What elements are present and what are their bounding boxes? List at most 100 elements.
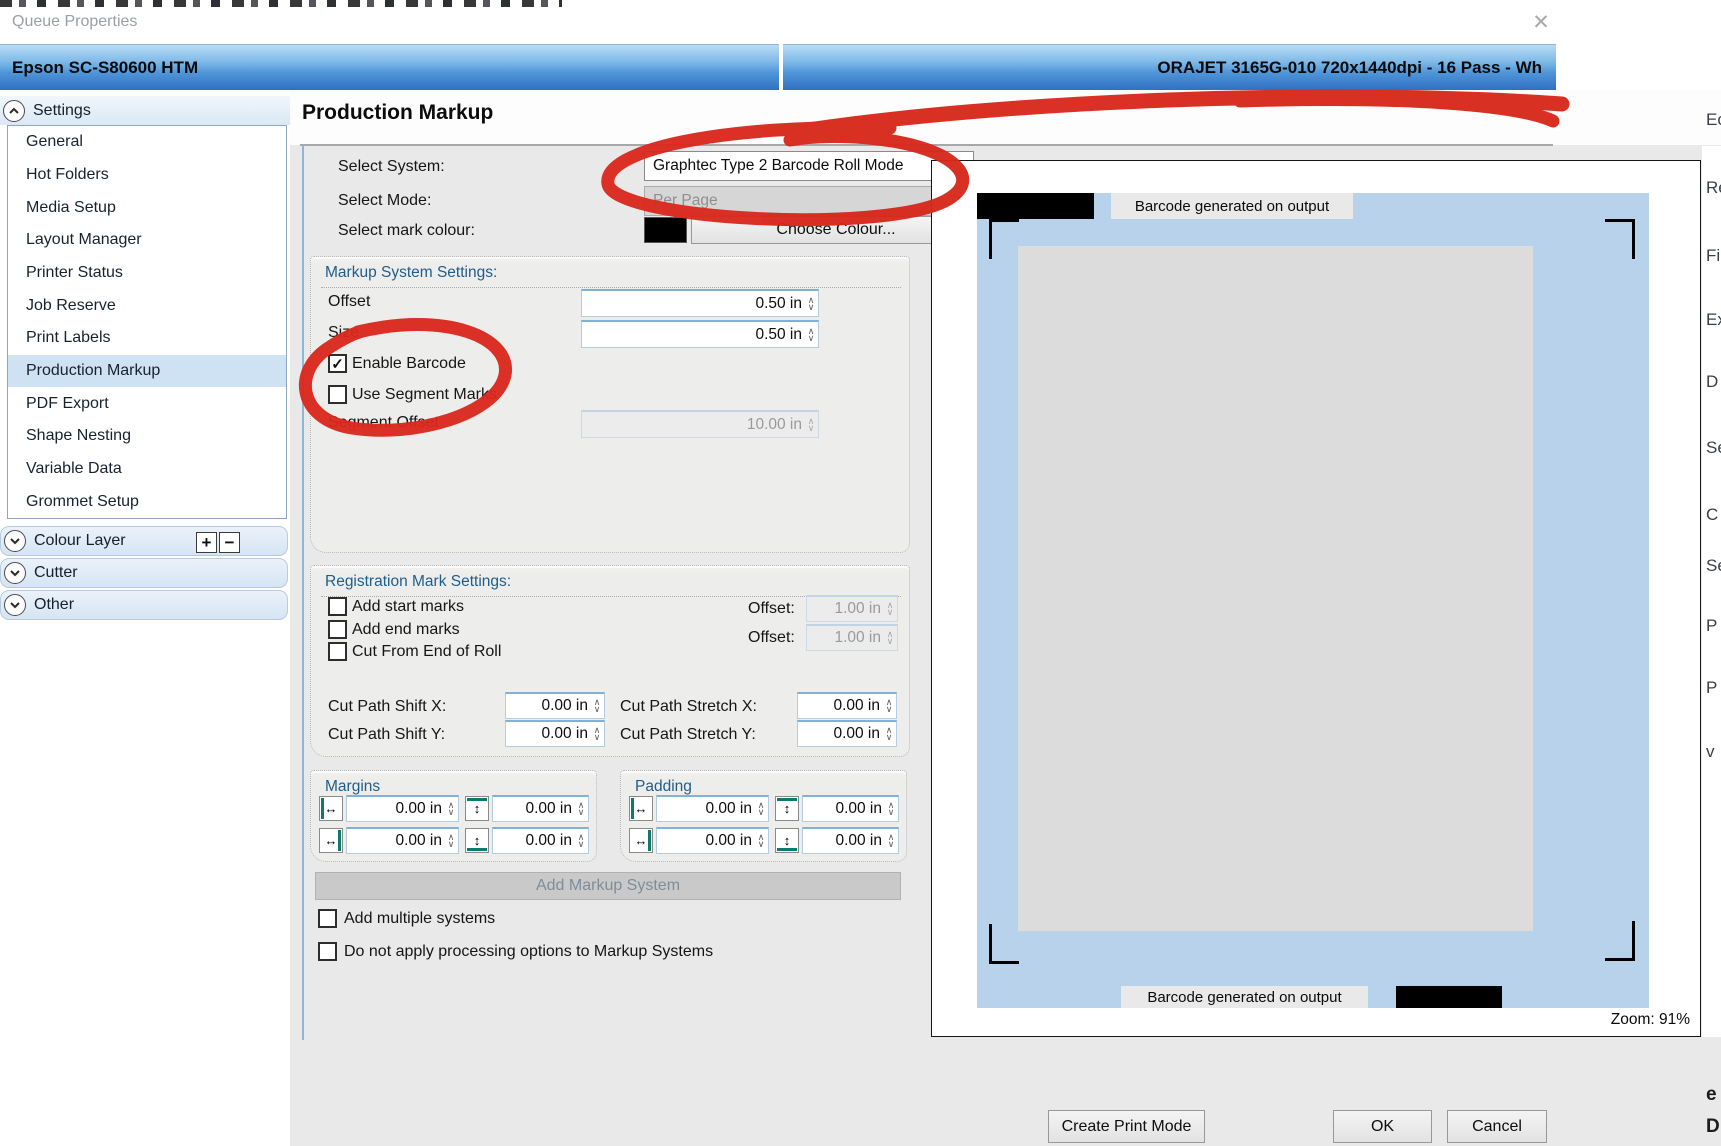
sidebar-item-printer-status[interactable]: Printer Status xyxy=(26,264,123,282)
barcode-bottom-mark xyxy=(1396,986,1502,1008)
ok-button[interactable]: OK xyxy=(1333,1110,1432,1143)
barcode-top-mark xyxy=(977,193,1094,219)
sidebar-item-shape-nesting[interactable]: Shape Nesting xyxy=(26,427,131,445)
spinner-arrows-icon[interactable]: ∧ ∨ xyxy=(807,325,815,343)
registration-corner-bottom-right xyxy=(1605,921,1635,961)
occluded-text-fragment: Se xyxy=(1706,438,1721,457)
margin-top-value: 0.00 in xyxy=(525,800,572,817)
mark-colour-swatch[interactable] xyxy=(644,217,687,243)
cut-path-shift-x-label: Cut Path Shift X: xyxy=(328,698,447,715)
add-end-marks-checkbox[interactable] xyxy=(328,620,347,639)
check-icon: ✓ xyxy=(331,355,344,373)
tab-media-profile[interactable]: ORAJET 3165G-010 720x1440dpi - 16 Pass -… xyxy=(783,44,1556,90)
offset-spinner[interactable]: 0.50 in ∧ ∨ xyxy=(581,289,819,317)
cut-path-stretch-y-value: 0.00 in xyxy=(833,725,880,742)
cut-from-end-checkbox[interactable] xyxy=(328,642,347,661)
padding-left-spinner[interactable]: 0.00 in ∧ ∨ xyxy=(656,795,769,822)
select-system-value: Graphtec Type 2 Barcode Roll Mode xyxy=(653,157,904,174)
occluded-text-fragment: Se xyxy=(1706,556,1721,575)
sidebar-section-colour-layer[interactable]: Colour Layer xyxy=(0,526,288,556)
margin-bottom-icon: ↕ xyxy=(465,828,489,853)
select-mode-value: Per Page xyxy=(653,192,718,209)
background-window-strip xyxy=(1702,146,1721,1037)
occluded-text-fragment: Fi xyxy=(1706,246,1721,265)
size-value: 0.50 in xyxy=(755,325,802,343)
sidebar-item-job-reserve[interactable]: Job Reserve xyxy=(26,296,116,314)
use-segment-marks-checkbox[interactable] xyxy=(328,385,347,404)
close-icon[interactable]: ✕ xyxy=(1532,10,1550,34)
margin-left-spinner[interactable]: 0.00 in ∧ ∨ xyxy=(346,795,459,822)
occluded-text-fragment: v xyxy=(1706,742,1715,761)
cancel-button[interactable]: Cancel xyxy=(1447,1110,1547,1143)
sidebar-item-print-labels[interactable]: Print Labels xyxy=(26,329,111,347)
sidebar-item-layout-manager[interactable]: Layout Manager xyxy=(26,231,142,249)
colour-layer-remove-button[interactable]: − xyxy=(219,532,240,553)
add-start-marks-label: Add start marks xyxy=(352,598,465,615)
padding-bottom-value: 0.00 in xyxy=(835,832,882,849)
group-separator xyxy=(321,596,901,597)
cut-path-shift-y-spinner[interactable]: 0.00 in ∧ ∨ xyxy=(505,720,605,747)
margin-top-icon: ↕ xyxy=(465,796,489,821)
sidebar-section-other[interactable]: Other xyxy=(0,590,288,620)
sidebar-item-hot-folders[interactable]: Hot Folders xyxy=(26,166,109,183)
margin-left-icon: ↔ xyxy=(319,796,343,821)
panel-separator xyxy=(302,146,304,1040)
sidebar-section-settings[interactable]: Settings xyxy=(0,96,290,125)
size-spinner[interactable]: 0.50 in ∧ ∨ xyxy=(581,320,819,348)
sidebar-item-pdf-export[interactable]: PDF Export xyxy=(26,394,109,412)
cut-path-shift-x-value: 0.00 in xyxy=(541,697,588,714)
tab-printer[interactable]: Epson SC-S80600 HTM xyxy=(0,44,779,90)
sidebar-item-production-markup[interactable]: Production Markup xyxy=(8,354,286,388)
add-multiple-systems-label: Add multiple systems xyxy=(344,910,496,927)
enable-barcode-checkbox[interactable]: ✓ xyxy=(328,354,347,373)
end-offset-value: 1.00 in xyxy=(834,629,881,646)
margin-right-icon: ↔ xyxy=(319,828,343,853)
margin-bottom-value: 0.00 in xyxy=(525,832,572,849)
start-offset-label: Offset: xyxy=(748,600,795,617)
sidebar-item-general[interactable]: General xyxy=(26,133,83,151)
padding-right-value: 0.00 in xyxy=(705,832,752,849)
cut-path-stretch-x-spinner[interactable]: 0.00 in ∧ ∨ xyxy=(797,692,897,719)
select-system-dropdown[interactable]: Graphtec Type 2 Barcode Roll Mode ∨ xyxy=(644,151,974,181)
sidebar-item-grommet-setup[interactable]: Grommet Setup xyxy=(26,492,139,510)
add-start-marks-checkbox[interactable] xyxy=(328,597,347,616)
chevron-up-icon xyxy=(3,99,25,122)
group-separator xyxy=(321,287,901,288)
do-not-apply-label: Do not apply processing options to Marku… xyxy=(344,943,714,960)
padding-top-icon: ↕ xyxy=(775,796,799,821)
colour-layer-add-button[interactable]: + xyxy=(196,532,217,553)
do-not-apply-checkbox[interactable] xyxy=(318,942,337,961)
margin-bottom-spinner[interactable]: 0.00 in ∧ ∨ xyxy=(492,827,589,854)
page-title-band xyxy=(290,90,1721,145)
select-system-label: Select System: xyxy=(338,158,445,175)
spinner-arrows-icon[interactable]: ∧ ∨ xyxy=(807,294,815,312)
printer-tab-label: Epson SC-S80600 HTM xyxy=(12,57,199,77)
margin-right-spinner[interactable]: 0.00 in ∧ ∨ xyxy=(346,827,459,854)
sidebar-item-variable-data[interactable]: Variable Data xyxy=(26,460,122,478)
offset-label: Offset xyxy=(328,293,371,310)
margin-left-value: 0.00 in xyxy=(395,800,442,817)
registration-corner-top-right xyxy=(1605,219,1635,259)
sidebar-item-media-setup[interactable]: Media Setup xyxy=(26,198,116,216)
add-multiple-systems-checkbox[interactable] xyxy=(318,909,337,928)
cut-path-stretch-y-spinner[interactable]: 0.00 in ∧ ∨ xyxy=(797,720,897,747)
cut-from-end-label: Cut From End of Roll xyxy=(352,643,502,660)
padding-top-spinner[interactable]: 0.00 in ∧ ∨ xyxy=(802,795,899,822)
create-print-mode-button[interactable]: Create Print Mode xyxy=(1048,1110,1205,1143)
margin-top-spinner[interactable]: 0.00 in ∧ ∨ xyxy=(492,795,589,822)
padding-bottom-spinner[interactable]: 0.00 in ∧ ∨ xyxy=(802,827,899,854)
cut-path-stretch-x-label: Cut Path Stretch X: xyxy=(620,698,757,715)
offset-value: 0.50 in xyxy=(755,294,802,312)
add-end-marks-label: Add end marks xyxy=(352,621,460,638)
padding-title: Padding xyxy=(635,778,692,795)
occluded-text-fragment: C xyxy=(1706,505,1719,524)
padding-right-spinner[interactable]: 0.00 in ∧ ∨ xyxy=(656,827,769,854)
zoom-level: Zoom: 91% xyxy=(1610,1011,1690,1028)
end-offset-spinner: 1.00 in ∧ ∨ xyxy=(806,624,898,651)
cut-path-shift-x-spinner[interactable]: 0.00 in ∧ ∨ xyxy=(505,692,605,719)
sidebar-section-cutter[interactable]: Cutter xyxy=(0,558,288,588)
margin-right-value: 0.00 in xyxy=(395,832,442,849)
page-preview xyxy=(1018,246,1533,931)
other-label: Other xyxy=(34,596,75,613)
